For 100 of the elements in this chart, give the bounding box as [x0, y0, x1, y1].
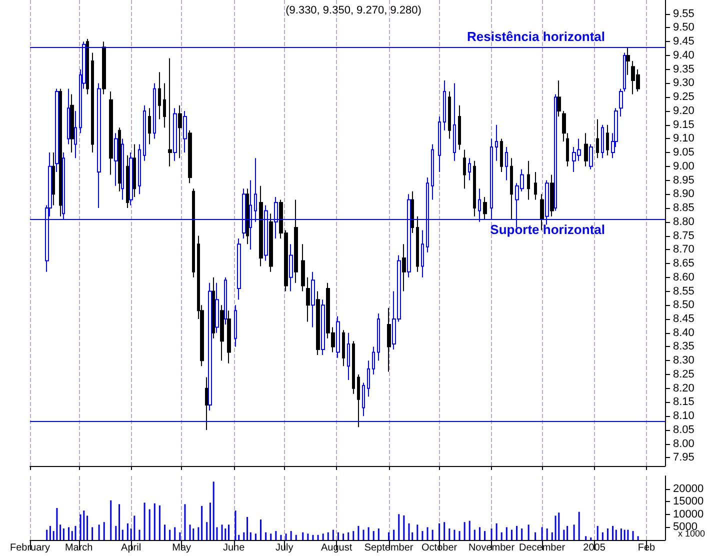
candlestick: [372, 346, 375, 375]
candlestick: [224, 276, 227, 326]
candlestick: [212, 276, 215, 339]
candlestick: [121, 138, 124, 200]
candlestick: [416, 216, 419, 272]
candlestick: [301, 244, 305, 292]
candlestick: [148, 108, 151, 145]
y-tick-label: 20000: [673, 482, 704, 495]
candlestick: [70, 94, 74, 154]
candlestick: [431, 144, 434, 200]
y-tick-label: 8.25: [673, 368, 694, 380]
candlestick: [336, 316, 340, 358]
y-tick-label: 8.00: [673, 438, 694, 450]
y-tick-label: 9.30: [673, 77, 694, 90]
y-tick-label: 8.85: [673, 202, 694, 214]
candlestick: [143, 104, 146, 162]
candlestick: [173, 108, 177, 162]
y-tick-label: 8.50: [673, 299, 694, 312]
candlestick: [443, 80, 446, 131]
candlestick: [102, 41, 106, 95]
candlestick: [387, 307, 391, 372]
x-tick-label: February: [10, 542, 50, 554]
candlestick: [438, 116, 441, 172]
candlestick: [133, 144, 136, 198]
candlestick: [153, 82, 156, 140]
candlestick: [463, 149, 466, 190]
x-tick-label: October: [422, 542, 458, 554]
y-tick-label: 9.15: [673, 118, 694, 131]
candlestick: [402, 244, 406, 292]
candlestick: [168, 58, 172, 167]
y-tick-label: 9.10: [673, 132, 694, 145]
x-tick-label: March: [64, 542, 93, 554]
y-tick-label: 8.95: [673, 174, 694, 186]
candlestick: [215, 282, 219, 334]
candlestick: [259, 185, 263, 267]
candlestick: [74, 110, 77, 159]
candlestick: [183, 110, 187, 154]
candlestick: [468, 158, 471, 181]
candlestick: [421, 230, 424, 278]
y-tick-label: 9.45: [673, 36, 694, 48]
candlestick: [138, 144, 141, 195]
candlestick: [97, 82, 101, 209]
candlestick: [367, 360, 370, 398]
candlestick: [342, 330, 345, 367]
ref-line-label: Resistência horizontal: [467, 29, 605, 44]
y-tick-label: 9.05: [673, 146, 694, 159]
candlestick: [114, 132, 118, 186]
candlestick: [118, 127, 121, 192]
x-tick-label: August: [320, 542, 352, 554]
candlestick: [505, 146, 508, 181]
candlestick: [377, 312, 380, 362]
candlestick: [458, 104, 461, 150]
candlestick: [109, 91, 113, 176]
candlestick: [205, 376, 209, 430]
candlestick: [208, 282, 212, 412]
candlestick: [237, 238, 241, 300]
candlestick: [534, 171, 537, 200]
y-tick-label: 8.30: [673, 354, 694, 367]
candlestick: [601, 124, 604, 159]
y-tick-label: 9.40: [673, 49, 694, 62]
candlestick: [126, 154, 129, 209]
y-tick-label: 8.15: [673, 396, 694, 408]
candlestick: [357, 374, 360, 428]
candlestick: [554, 94, 557, 212]
x-tick-label: November: [468, 542, 516, 554]
candlestick: [557, 80, 561, 117]
y-tick-label: 8.70: [673, 244, 694, 256]
candlestick: [227, 310, 231, 364]
candlestick: [192, 188, 195, 278]
candlestick: [550, 174, 554, 217]
x-tick-label: September: [364, 542, 414, 554]
y-tick-label: 10000: [673, 508, 704, 520]
x-tick-label: Feb: [638, 542, 656, 554]
candlestick: [626, 46, 630, 76]
candlestick: [321, 299, 325, 356]
y-tick-label: 8.90: [673, 188, 694, 200]
x-tick-label: December: [518, 542, 566, 554]
y-tick-label: 8.05: [673, 424, 694, 436]
candlestick: [584, 132, 588, 167]
candlestick: [362, 382, 365, 417]
candlestick: [495, 124, 498, 162]
candlestick: [510, 158, 513, 220]
candlestick: [220, 304, 224, 362]
candlestick: [158, 72, 161, 120]
candlestick: [596, 118, 599, 159]
candlestick: [540, 194, 544, 231]
candlestick: [448, 91, 451, 140]
candlestick: [589, 144, 593, 170]
y-tick-label: 9.50: [673, 22, 694, 34]
candlestick: [294, 199, 298, 284]
candlestick: [55, 88, 59, 172]
candlestick: [269, 213, 273, 272]
y-tick-label: 8.65: [673, 258, 694, 270]
candlestick: [163, 82, 166, 128]
candlestick: [411, 190, 414, 234]
candlestick: [178, 104, 182, 159]
candlestick: [188, 130, 192, 184]
y-tick-label: 8.35: [673, 340, 694, 353]
x-tick-label: 2005: [583, 542, 606, 554]
candlestick: [59, 88, 62, 217]
